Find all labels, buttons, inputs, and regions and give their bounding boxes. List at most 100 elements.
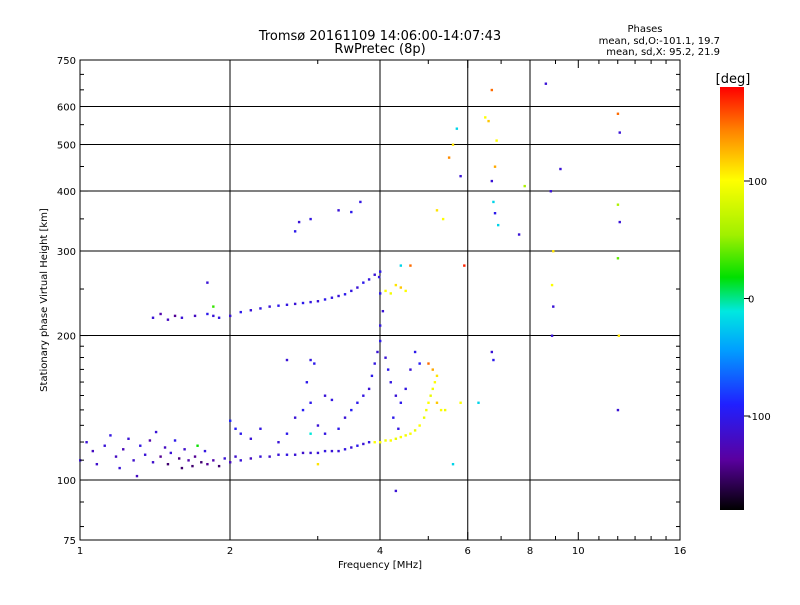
data-point: [234, 427, 237, 430]
data-point: [212, 305, 215, 308]
data-point: [399, 401, 403, 404]
data-point: [394, 283, 398, 287]
y-axis-label: Stationary phase Virtual Height [km]: [39, 208, 50, 392]
data-point: [301, 408, 305, 412]
data-point: [127, 437, 130, 440]
data-point: [301, 301, 305, 305]
data-point: [550, 334, 554, 337]
data-point: [343, 416, 347, 419]
data-point: [285, 303, 289, 306]
data-point: [343, 293, 347, 296]
data-point: [356, 401, 359, 404]
data-point: [337, 294, 340, 298]
data-point: [200, 461, 203, 464]
y-tick-label: 750: [57, 56, 76, 67]
y-tick-label: 300: [57, 247, 76, 258]
data-point: [386, 368, 390, 371]
data-point: [413, 350, 417, 354]
data-point: [163, 446, 167, 449]
data-point: [151, 316, 155, 319]
data-point: [376, 350, 379, 354]
data-point: [493, 165, 497, 168]
data-point: [487, 119, 490, 123]
data-point: [367, 387, 371, 391]
data-point: [463, 264, 466, 267]
x-tick-label: 16: [674, 546, 687, 557]
data-point: [616, 203, 620, 206]
data-point: [132, 459, 135, 462]
data-point: [552, 305, 555, 308]
data-point: [373, 362, 376, 365]
data-point: [85, 441, 88, 444]
data-point: [135, 474, 139, 478]
data-point: [180, 466, 184, 470]
data-point: [223, 457, 226, 460]
data-point: [389, 292, 392, 295]
data-point: [330, 449, 334, 453]
data-point: [427, 401, 430, 404]
data-point: [392, 416, 395, 419]
data-point: [367, 441, 371, 444]
data-point: [309, 432, 312, 435]
data-point: [173, 314, 177, 318]
data-point: [203, 449, 207, 453]
data-point: [409, 432, 412, 435]
data-point: [343, 448, 347, 451]
data-point: [183, 448, 186, 451]
data-point: [362, 442, 365, 446]
data-point: [206, 281, 209, 284]
data-point: [427, 362, 430, 365]
data-point: [418, 362, 421, 365]
data-point: [268, 305, 271, 308]
data-point: [154, 430, 158, 434]
data-point: [330, 296, 334, 299]
data-point: [337, 209, 340, 212]
data-point: [166, 318, 170, 321]
x-tick-label: 2: [227, 546, 233, 557]
data-point: [114, 455, 118, 458]
data-point: [425, 408, 428, 412]
data-point: [350, 210, 353, 214]
data-points: [79, 82, 621, 493]
data-point: [379, 292, 382, 295]
data-point: [399, 286, 403, 289]
data-point: [206, 462, 209, 466]
data-point: [359, 200, 362, 204]
data-point: [399, 264, 403, 267]
y-tick-label: 100: [57, 476, 76, 487]
data-point: [367, 278, 371, 281]
data-point: [394, 394, 398, 397]
data-point: [490, 179, 494, 183]
data-point: [193, 455, 197, 458]
phases-x-stats: mean, sd,X: 95.2, 21.9: [606, 47, 720, 58]
x-axis-ticks: 1 2 4 6 8 10 16: [77, 60, 687, 557]
data-point: [330, 398, 334, 402]
x-tick-label: 4: [377, 546, 383, 557]
data-point: [384, 289, 387, 293]
data-point: [277, 304, 280, 307]
data-point: [517, 233, 521, 236]
data-point: [493, 212, 497, 215]
colorbar-tick-label: 100: [748, 177, 767, 188]
data-point: [122, 448, 125, 451]
data-point: [337, 449, 340, 453]
data-point: [239, 310, 242, 314]
data-point: [435, 374, 439, 378]
phases-heading: Phases: [627, 24, 662, 35]
data-point: [309, 217, 312, 221]
data-point: [180, 316, 184, 319]
data-point: [523, 184, 526, 188]
chart-title: Tromsø 20161109 14:06:00-14:07:43: [258, 29, 501, 44]
colorbar-tick-label: 0: [748, 295, 754, 306]
data-point: [431, 368, 434, 371]
data-point: [323, 298, 327, 301]
data-point: [381, 309, 385, 313]
data-point: [435, 401, 439, 404]
data-point: [229, 419, 232, 422]
data-point: [409, 368, 412, 371]
x-tick-label: 1: [77, 546, 83, 557]
data-point: [490, 350, 494, 354]
data-point: [193, 314, 197, 318]
data-point: [394, 489, 398, 493]
